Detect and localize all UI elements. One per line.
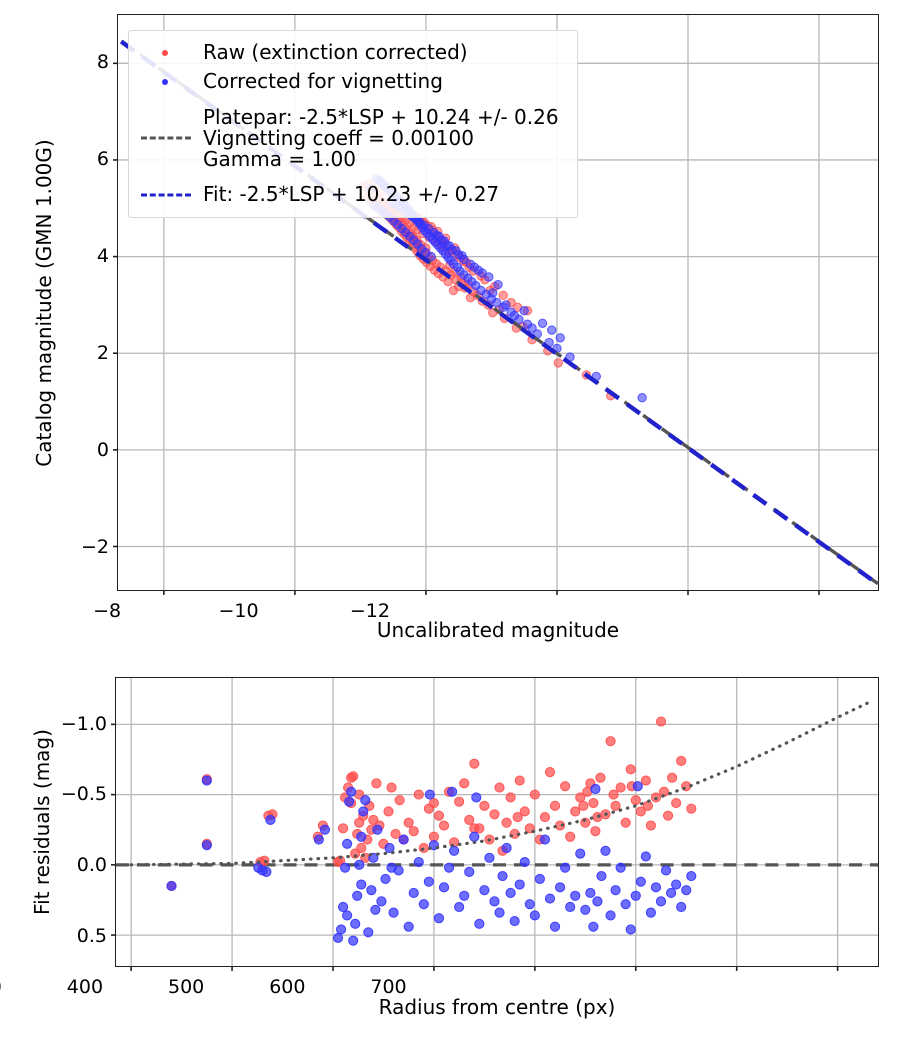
legend-label-vignetting-coeff: Vignetting coeff = 0.00100 <box>203 125 474 150</box>
x-tick-label: 600 <box>269 976 306 998</box>
legend-label-fit: Fit: -2.5*LSP + 10.23 +/- 0.27 <box>203 182 500 206</box>
y-tick-label: 2 <box>96 342 109 365</box>
tick-marks <box>111 723 839 971</box>
dashed-line-grey-icon <box>139 128 193 148</box>
bottom-x-axis-label: Radius from centre (px) <box>378 995 616 1019</box>
x-tick-label: −10 <box>218 600 259 622</box>
series-raw <box>166 716 697 891</box>
y-tick-label: 0 <box>96 439 109 462</box>
y-tick-label: −1.0 <box>60 712 107 735</box>
legend-label-raw: Raw (extinction corrected) <box>203 40 468 64</box>
x-tick-label: 400 <box>66 976 104 998</box>
x-tick-label: 300 <box>0 976 2 998</box>
top-x-axis-label: Uncalibrated magnitude <box>376 618 620 642</box>
legend-item-fit: Fit: -2.5*LSP + 10.23 +/- 0.27 <box>139 180 567 209</box>
residuals-plot-canvas <box>111 678 878 971</box>
y-tick-label: 4 <box>96 245 109 268</box>
x-tick-label: 700 <box>370 976 407 998</box>
tick-marks <box>113 62 820 595</box>
platepar-fit-line <box>120 39 879 586</box>
bottom-y-axis-label: Fit residuals (mag) <box>30 729 54 915</box>
x-tick-label: 500 <box>167 976 205 998</box>
grid-lines <box>116 678 878 966</box>
series-corrected <box>166 775 697 946</box>
scatter-dot-red-icon <box>139 43 193 63</box>
scatter-dot-blue-icon <box>139 72 193 92</box>
legend-label-gamma: Gamma = 1.00 <box>203 146 356 171</box>
legend-item-platepar: Platepar: -2.5*LSP + 10.24 +/- 0.26 Vign… <box>139 96 567 180</box>
y-tick-label: −0.5 <box>60 783 107 806</box>
y-tick-label: 8 <box>96 51 109 74</box>
y-tick-label: −2 <box>80 536 109 559</box>
legend-item-raw: Raw (extinction corrected) <box>139 38 567 67</box>
y-tick-label: 0.0 <box>76 854 107 877</box>
legend-item-corrected: Corrected for vignetting <box>139 67 567 96</box>
y-tick-label: 0.5 <box>76 924 107 947</box>
legend-label-platepar: Platepar: -2.5*LSP + 10.24 +/- 0.26 <box>203 104 559 129</box>
dashed-line-blue-icon <box>139 185 193 205</box>
residuals-plot-panel <box>111 677 879 971</box>
x-tick-label: −12 <box>349 600 390 622</box>
legend-label-corrected: Corrected for vignetting <box>203 69 443 93</box>
y-tick-label: 6 <box>96 148 109 171</box>
vignetting-model-curve <box>129 698 875 867</box>
legend: Raw (extinction corrected) Corrected for… <box>128 30 578 218</box>
x-tick-label: −8 <box>93 600 122 622</box>
top-y-axis-label: Catalog magnitude (GMN 1.00G) <box>32 139 56 467</box>
